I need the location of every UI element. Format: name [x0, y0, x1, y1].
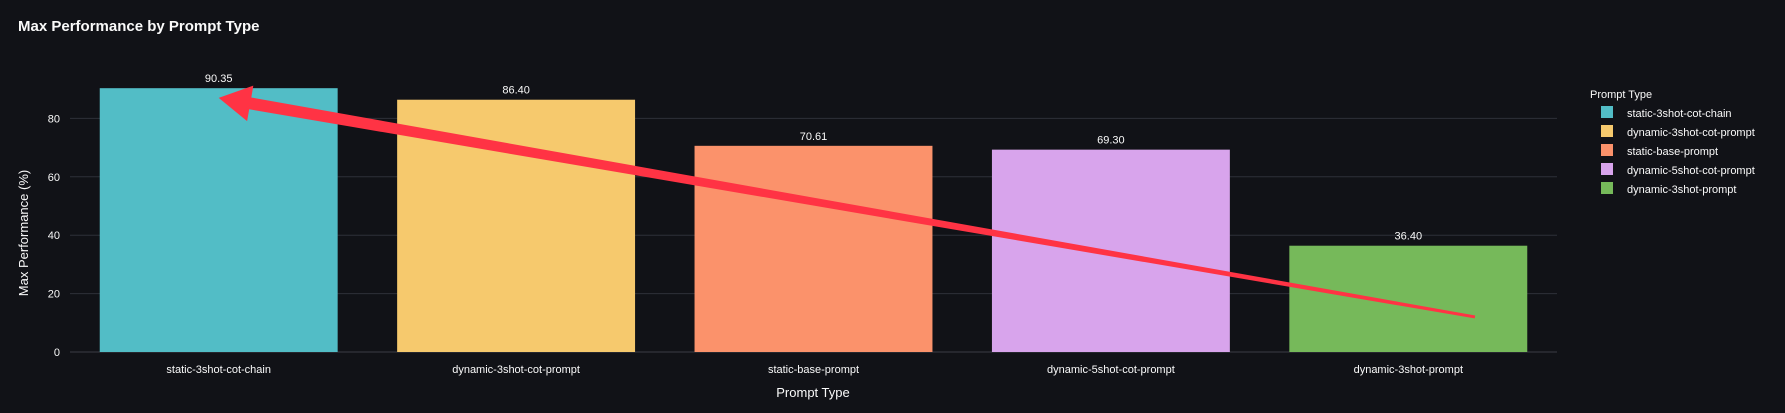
bar-value-label: 36.40	[1395, 231, 1423, 243]
legend-swatch	[1601, 163, 1613, 175]
legend-swatch	[1601, 182, 1613, 194]
x-axis-ticks: static-3shot-cot-chain dynamic-3shot-cot-…	[166, 364, 1463, 376]
x-axis-title: Prompt Type	[776, 385, 849, 400]
y-axis-ticks: 0 20 40 60 80	[48, 113, 60, 359]
x-tick-label: static-3shot-cot-chain	[166, 364, 271, 376]
x-tick-label: static-base-prompt	[768, 364, 859, 376]
legend-item-label[interactable]: dynamic-3shot-cot-prompt	[1627, 127, 1755, 139]
legend-swatch	[1601, 125, 1613, 137]
legend-items: static-3shot-cot-chain dynamic-3shot-cot-…	[1601, 106, 1755, 196]
x-tick-label: dynamic-3shot-prompt	[1354, 364, 1463, 376]
y-axis-title: Max Performance (%)	[16, 170, 31, 296]
legend-item-label[interactable]: static-3shot-cot-chain	[1627, 108, 1732, 120]
data-labels: 90.35 86.40 70.61 69.30 36.40	[205, 73, 1422, 243]
legend-swatch	[1601, 106, 1613, 118]
x-tick-label: dynamic-5shot-cot-prompt	[1047, 364, 1175, 376]
bar-value-label: 90.35	[205, 73, 233, 85]
bars	[99, 88, 1528, 352]
chart-title: Max Performance by Prompt Type	[18, 18, 259, 35]
annotation-arrow	[218, 85, 1476, 319]
legend-item-label[interactable]: dynamic-5shot-cot-prompt	[1627, 165, 1755, 177]
bar-static-base-prompt	[694, 145, 933, 352]
x-tick-label: dynamic-3shot-cot-prompt	[452, 364, 580, 376]
bar-value-label: 86.40	[502, 85, 530, 97]
legend-item-label[interactable]: static-base-prompt	[1627, 146, 1718, 158]
legend-item-label[interactable]: dynamic-3shot-prompt	[1627, 184, 1736, 196]
legend-swatch	[1601, 144, 1613, 156]
legend-title: Prompt Type	[1590, 89, 1652, 101]
y-tick-label: 80	[48, 113, 60, 125]
bar-static-3shot-cot-chain	[99, 88, 338, 352]
bar-dynamic-3shot-prompt	[1289, 245, 1528, 352]
y-tick-label: 0	[54, 347, 60, 359]
legend: Prompt Type static-3shot-cot-chain dynami…	[1590, 89, 1755, 196]
bar-value-label: 69.30	[1097, 135, 1125, 147]
bar-value-label: 70.61	[800, 131, 828, 143]
y-tick-label: 60	[48, 172, 60, 184]
y-tick-label: 20	[48, 289, 60, 301]
bar-dynamic-3shot-cot-prompt	[397, 99, 636, 352]
y-tick-label: 40	[48, 230, 60, 242]
arrow-annotation	[218, 85, 1476, 319]
